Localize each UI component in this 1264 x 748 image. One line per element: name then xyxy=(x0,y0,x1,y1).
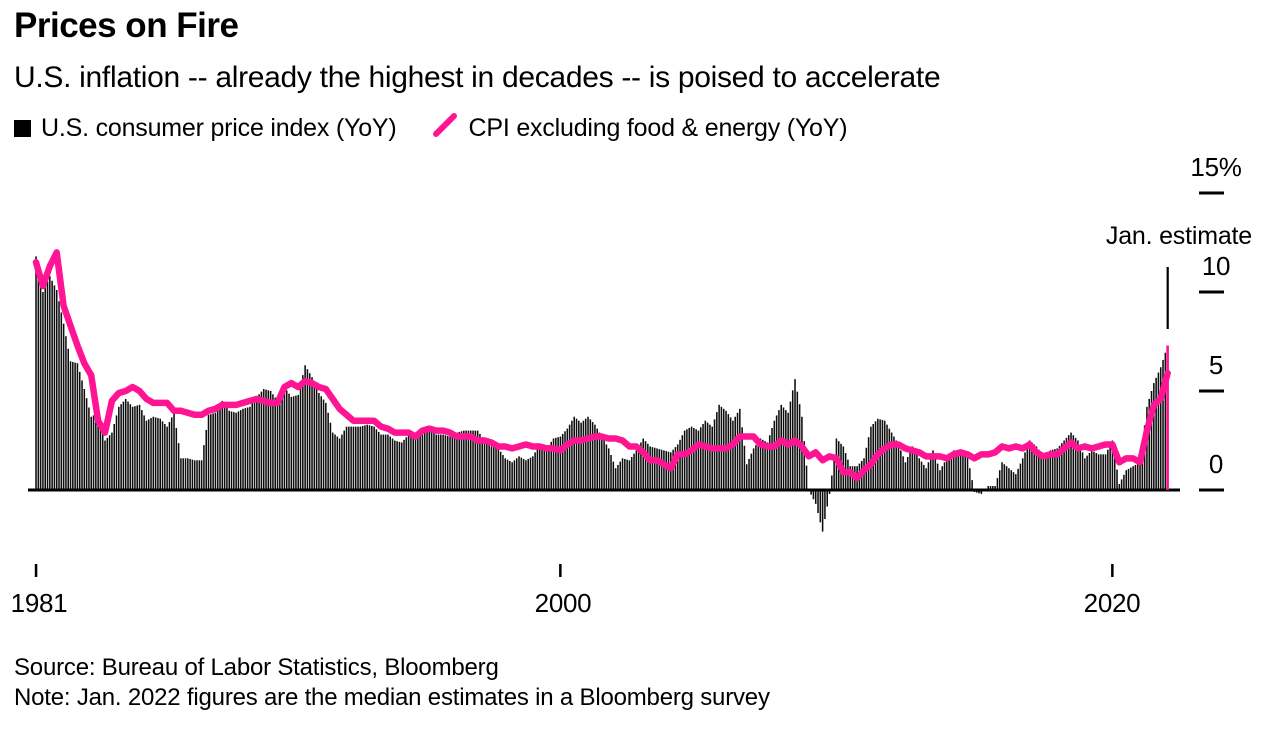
bar-swatch-icon xyxy=(14,120,31,137)
note-line: Note: Jan. 2022 figures are the median e… xyxy=(14,684,770,711)
core-cpi-line xyxy=(32,249,1171,482)
x-axis-tick-label-1981: 1981 xyxy=(10,588,68,618)
jan-estimate-pointer-line xyxy=(1166,267,1169,329)
page-title: Prices on Fire xyxy=(14,6,239,45)
line-swatch-icon xyxy=(431,112,459,145)
y-axis-ticks xyxy=(1199,191,1224,492)
y-axis-tick-label-15: 15% xyxy=(1190,152,1242,182)
legend-item-core-cpi: CPI excluding food & energy (YoY) xyxy=(431,112,848,145)
x-axis-ticks xyxy=(34,564,1114,577)
legend-label-core-cpi: CPI excluding food & energy (YoY) xyxy=(468,114,848,142)
chart-footer: Source: Bureau of Labor Statistics, Bloo… xyxy=(14,653,770,713)
chart-subtitle: U.S. inflation -- already the highest in… xyxy=(14,61,941,94)
x-axis-tick-label-2020: 2020 xyxy=(1083,588,1141,618)
source-line: Source: Bureau of Labor Statistics, Bloo… xyxy=(14,654,499,681)
chart-legend: U.S. consumer price index (YoY) CPI excl… xyxy=(14,112,848,145)
y-axis-tick-label-0: 0 xyxy=(1208,449,1224,479)
y-axis-tick-label-10: 10 xyxy=(1201,251,1231,281)
jan-estimate-annotation: Jan. estimate xyxy=(1105,222,1252,250)
y-axis-tick-label-5: 5 xyxy=(1208,350,1224,380)
zero-baseline xyxy=(28,488,1180,492)
jan-estimate-bar xyxy=(1166,345,1169,490)
cpi-bars xyxy=(35,256,1167,532)
x-axis-tick-label-2000: 2000 xyxy=(534,588,592,618)
legend-item-cpi: U.S. consumer price index (YoY) xyxy=(14,114,397,143)
legend-label-cpi: U.S. consumer price index (YoY) xyxy=(41,114,397,142)
